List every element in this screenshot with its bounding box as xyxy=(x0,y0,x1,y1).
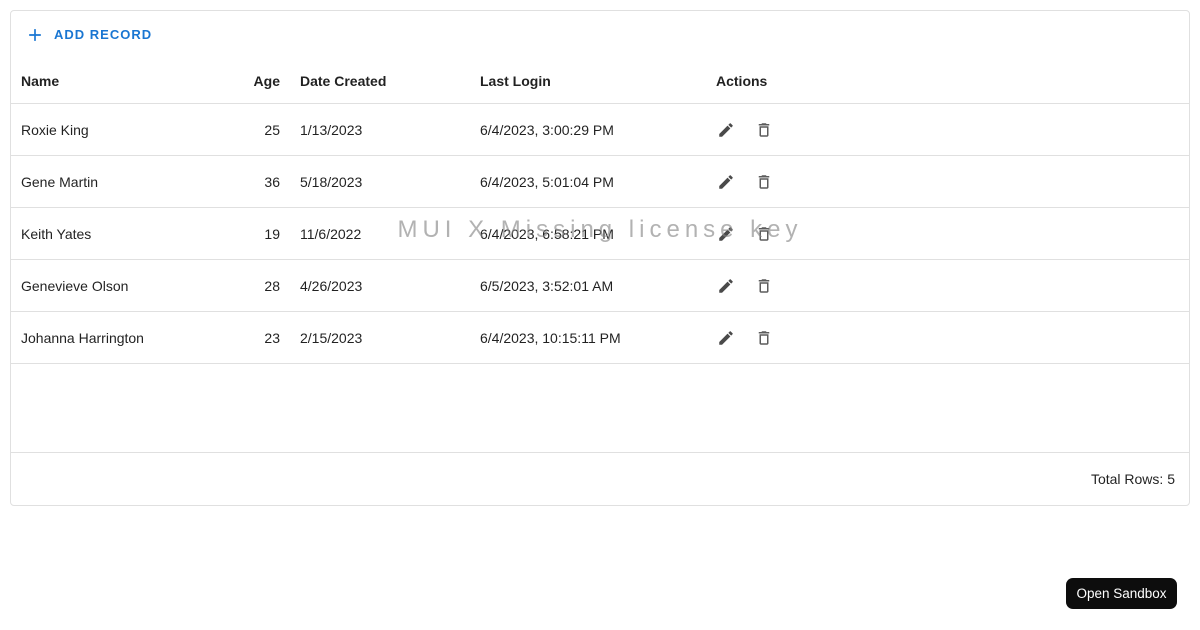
column-header-actions: Actions xyxy=(716,72,768,89)
plus-icon xyxy=(25,25,45,45)
cell-name: Keith Yates xyxy=(21,225,92,242)
trash-icon xyxy=(755,225,773,243)
cell-actions xyxy=(706,324,1189,352)
edit-button[interactable] xyxy=(712,168,740,196)
trash-icon xyxy=(755,173,773,191)
trash-icon xyxy=(755,121,773,139)
delete-button[interactable] xyxy=(750,324,778,352)
cell-age: 23 xyxy=(264,329,280,346)
grid-rows: Roxie King 25 1/13/2023 6/4/2023, 3:00:2… xyxy=(11,104,1189,364)
table-row[interactable]: Johanna Harrington 23 2/15/2023 6/4/2023… xyxy=(11,312,1189,364)
edit-button[interactable] xyxy=(712,324,740,352)
table-row[interactable]: Genevieve Olson 28 4/26/2023 6/5/2023, 3… xyxy=(11,260,1189,312)
trash-icon xyxy=(755,329,773,347)
delete-button[interactable] xyxy=(750,272,778,300)
edit-button[interactable] xyxy=(712,116,740,144)
cell-name: Roxie King xyxy=(21,121,89,138)
pencil-icon xyxy=(717,173,735,191)
add-record-button[interactable]: ADD RECORD xyxy=(15,19,162,51)
cell-name: Genevieve Olson xyxy=(21,277,129,294)
pencil-icon xyxy=(717,329,735,347)
cell-age: 36 xyxy=(264,173,280,190)
cell-age: 28 xyxy=(264,277,280,294)
cell-date-created: 2/15/2023 xyxy=(300,329,363,346)
edit-button[interactable] xyxy=(712,272,740,300)
empty-rows-filler xyxy=(11,364,1189,452)
column-header-date-created[interactable]: Date Created xyxy=(300,72,387,89)
cell-age: 19 xyxy=(264,225,280,242)
edit-button[interactable] xyxy=(712,220,740,248)
cell-actions xyxy=(706,220,1189,248)
table-row[interactable]: Roxie King 25 1/13/2023 6/4/2023, 3:00:2… xyxy=(11,104,1189,156)
cell-date-created: 1/13/2023 xyxy=(300,121,363,138)
delete-button[interactable] xyxy=(750,168,778,196)
cell-last-login: 6/4/2023, 3:00:29 PM xyxy=(480,121,614,138)
column-header-last-login[interactable]: Last Login xyxy=(480,72,551,89)
cell-date-created: 5/18/2023 xyxy=(300,173,363,190)
cell-actions xyxy=(706,272,1189,300)
pencil-icon xyxy=(717,121,735,139)
table-row[interactable]: Gene Martin 36 5/18/2023 6/4/2023, 5:01:… xyxy=(11,156,1189,208)
cell-date-created: 11/6/2022 xyxy=(300,225,362,242)
cell-last-login: 6/4/2023, 6:58:21 PM xyxy=(480,225,614,242)
total-rows-count: Total Rows: 5 xyxy=(1090,471,1175,487)
open-sandbox-button[interactable]: Open Sandbox xyxy=(1066,578,1177,609)
delete-button[interactable] xyxy=(750,220,778,248)
column-header-name[interactable]: Name xyxy=(21,72,60,89)
add-record-label: ADD RECORD xyxy=(54,27,153,42)
cell-age: 25 xyxy=(264,121,280,138)
column-header-age[interactable]: Age xyxy=(253,72,280,89)
pencil-icon xyxy=(717,277,735,295)
trash-icon xyxy=(755,277,773,295)
cell-name: Gene Martin xyxy=(21,173,99,190)
cell-actions xyxy=(706,168,1189,196)
delete-button[interactable] xyxy=(750,116,778,144)
grid-footer: Total Rows: 5 xyxy=(11,452,1189,505)
cell-last-login: 6/4/2023, 10:15:11 PM xyxy=(480,329,621,346)
cell-last-login: 6/4/2023, 5:01:04 PM xyxy=(480,173,614,190)
cell-name: Johanna Harrington xyxy=(21,329,144,346)
pencil-icon xyxy=(717,225,735,243)
cell-actions xyxy=(706,116,1189,144)
cell-last-login: 6/5/2023, 3:52:01 AM xyxy=(480,277,614,294)
table-row[interactable]: Keith Yates 19 11/6/2022 6/4/2023, 6:58:… xyxy=(11,208,1189,260)
grid-toolbar: ADD RECORD xyxy=(11,11,1189,58)
cell-date-created: 4/26/2023 xyxy=(300,277,363,294)
column-headers: Name Age Date Created Last Login Actions xyxy=(11,58,1189,104)
data-grid: ADD RECORD Name Age Date Created Last Lo… xyxy=(10,10,1190,506)
